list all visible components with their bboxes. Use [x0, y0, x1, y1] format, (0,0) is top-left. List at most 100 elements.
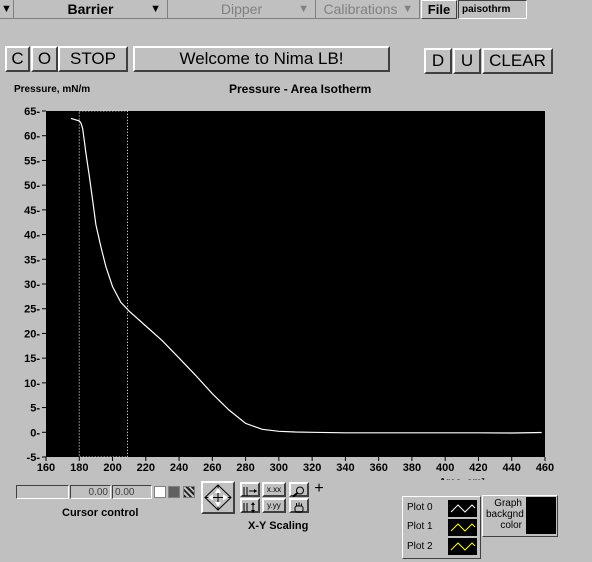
- plot-background: [46, 111, 545, 457]
- y-tick-label: 50-: [24, 180, 40, 192]
- x-autoscale-icon: [243, 487, 257, 496]
- pan-button[interactable]: [289, 498, 309, 513]
- x-tick-label: 440: [503, 462, 521, 474]
- x-tick-label: 180: [70, 462, 88, 474]
- x-tick-label: 460: [536, 462, 554, 474]
- y-tick-label: 25-: [24, 304, 40, 316]
- cursor-y-field[interactable]: 0.00: [112, 485, 152, 499]
- graph-bg-label-3: color: [500, 520, 522, 531]
- cursor-style-dark[interactable]: [168, 486, 180, 498]
- legend-plot0-swatch[interactable]: [448, 500, 477, 517]
- y-tick-label: 35-: [24, 254, 40, 266]
- x-tick-label: 380: [403, 462, 421, 474]
- legend-plot0-label: Plot 0: [407, 502, 433, 513]
- chevron-down-icon: ▼: [298, 3, 309, 15]
- zoom-icon: [292, 486, 304, 498]
- file-name-value: paisothrm: [462, 4, 511, 15]
- legend-plot1-swatch[interactable]: [448, 519, 477, 536]
- cursor-move-pad[interactable]: [201, 481, 235, 514]
- u-button-label: U: [460, 51, 474, 70]
- y-tick-label: 40-: [24, 230, 40, 242]
- graph-bg-color-swatch[interactable]: [526, 497, 556, 534]
- y-tick-label: 0-: [30, 427, 40, 439]
- file-name-field[interactable]: paisothrm: [458, 0, 527, 19]
- x-tick-label: 300: [270, 462, 288, 474]
- menu-barrier-label: Barrier: [67, 1, 114, 17]
- y-axis-label: Pressure, mN/m: [14, 84, 91, 95]
- x-tick-label: 360: [369, 462, 387, 474]
- y-tick-label: 10-: [24, 378, 40, 390]
- cursor-name-field[interactable]: [16, 485, 69, 499]
- o-button[interactable]: O: [31, 46, 58, 72]
- chevron-down-icon: ▼: [402, 3, 413, 15]
- cursor-style-white[interactable]: [154, 486, 166, 498]
- x-format-button[interactable]: x.xx: [262, 482, 286, 497]
- y-autoscale-icon: [243, 502, 255, 513]
- stop-button[interactable]: STOP: [58, 46, 128, 72]
- legend-plot2-swatch[interactable]: [448, 538, 477, 555]
- cursor-y-value: 0.00: [115, 486, 135, 498]
- y-format-button[interactable]: y.yy: [262, 498, 286, 513]
- crosshair-cursor-icon[interactable]: +: [314, 480, 324, 497]
- x-tick-label: 340: [336, 462, 354, 474]
- legend-plot1-label: Plot 1: [407, 521, 433, 532]
- clear-button[interactable]: CLEAR: [482, 48, 553, 74]
- x-tick-label: 320: [303, 462, 321, 474]
- y-tick-label: 60-: [24, 131, 40, 143]
- menu-barrier[interactable]: Barrier ▼: [14, 0, 168, 19]
- y-tick-label: 55-: [24, 155, 40, 167]
- x-tick-label: 400: [436, 462, 454, 474]
- chevron-down-icon: ▼: [1, 3, 12, 15]
- x-tick-label: 280: [236, 462, 254, 474]
- plot2-line-icon: [450, 542, 476, 551]
- c-button-label: C: [11, 49, 24, 68]
- u-button[interactable]: U: [453, 48, 481, 74]
- isotherm-graph[interactable]: -5- 0- 5- 10- 15- 20- 25- 30- 35- 40- 45- 50- 55- 60-…: [0, 100, 560, 480]
- x-tick-label: 420: [469, 462, 487, 474]
- y-tick-label: 15-: [24, 353, 40, 365]
- welcome-text: Welcome to Nima LB!: [179, 49, 344, 68]
- zoom-button[interactable]: [289, 482, 309, 498]
- cursor-x-field[interactable]: 0.00: [70, 485, 111, 499]
- o-button-label: O: [37, 49, 52, 68]
- graph-title: Pressure - Area Isotherm: [229, 82, 372, 96]
- legend-plot2-label: Plot 2: [407, 541, 433, 552]
- cursor-style-pattern[interactable]: [183, 486, 195, 498]
- graph-bg-label-2: backgnd: [486, 509, 524, 520]
- y-tick-label: 30-: [24, 279, 40, 291]
- menu-calibrations-label: Calibrations: [323, 1, 398, 17]
- cursor-control-label: Cursor control: [62, 507, 139, 519]
- x-format-label: x.xx: [266, 485, 282, 494]
- stop-button-label: STOP: [70, 49, 116, 68]
- chevron-down-icon: ▼: [150, 3, 161, 15]
- cursor-box: [78, 110, 129, 458]
- x-tick-label: 220: [137, 462, 155, 474]
- y-autoscale-button[interactable]: [240, 498, 260, 513]
- plot1-line-icon: [450, 523, 476, 532]
- diamond-arrows-icon: [204, 484, 232, 511]
- x-tick-label: 200: [103, 462, 121, 474]
- y-tick-label: -5-: [27, 452, 41, 464]
- y-tick-label: 45-: [24, 205, 40, 217]
- menu-calibrations[interactable]: Calibrations ▼: [316, 0, 420, 19]
- hand-icon: [294, 502, 304, 513]
- graph-bg-label-1: Graph: [494, 498, 522, 509]
- clear-button-label: CLEAR: [489, 51, 546, 70]
- d-button-label: D: [431, 51, 445, 70]
- d-button[interactable]: D: [424, 48, 452, 74]
- y-tick-label: 5-: [30, 403, 40, 415]
- y-format-label: y.yy: [267, 501, 281, 510]
- welcome-banner: Welcome to Nima LB!: [133, 46, 390, 72]
- xy-scaling-label: X-Y Scaling: [248, 520, 309, 532]
- x-tick-label: 240: [170, 462, 188, 474]
- menu-dipper-label: Dipper: [220, 1, 263, 17]
- menu-dipper[interactable]: Dipper ▼: [168, 0, 316, 19]
- menu-dropdown-left[interactable]: ▼: [0, 0, 14, 19]
- x-tick-label: 260: [203, 462, 221, 474]
- y-tick-label: 20-: [24, 328, 40, 340]
- plot0-line-icon: [450, 504, 476, 513]
- x-autoscale-button[interactable]: [240, 482, 260, 497]
- file-button[interactable]: File: [421, 0, 457, 19]
- y-tick-label: 65-: [24, 106, 40, 118]
- c-button[interactable]: C: [5, 46, 30, 72]
